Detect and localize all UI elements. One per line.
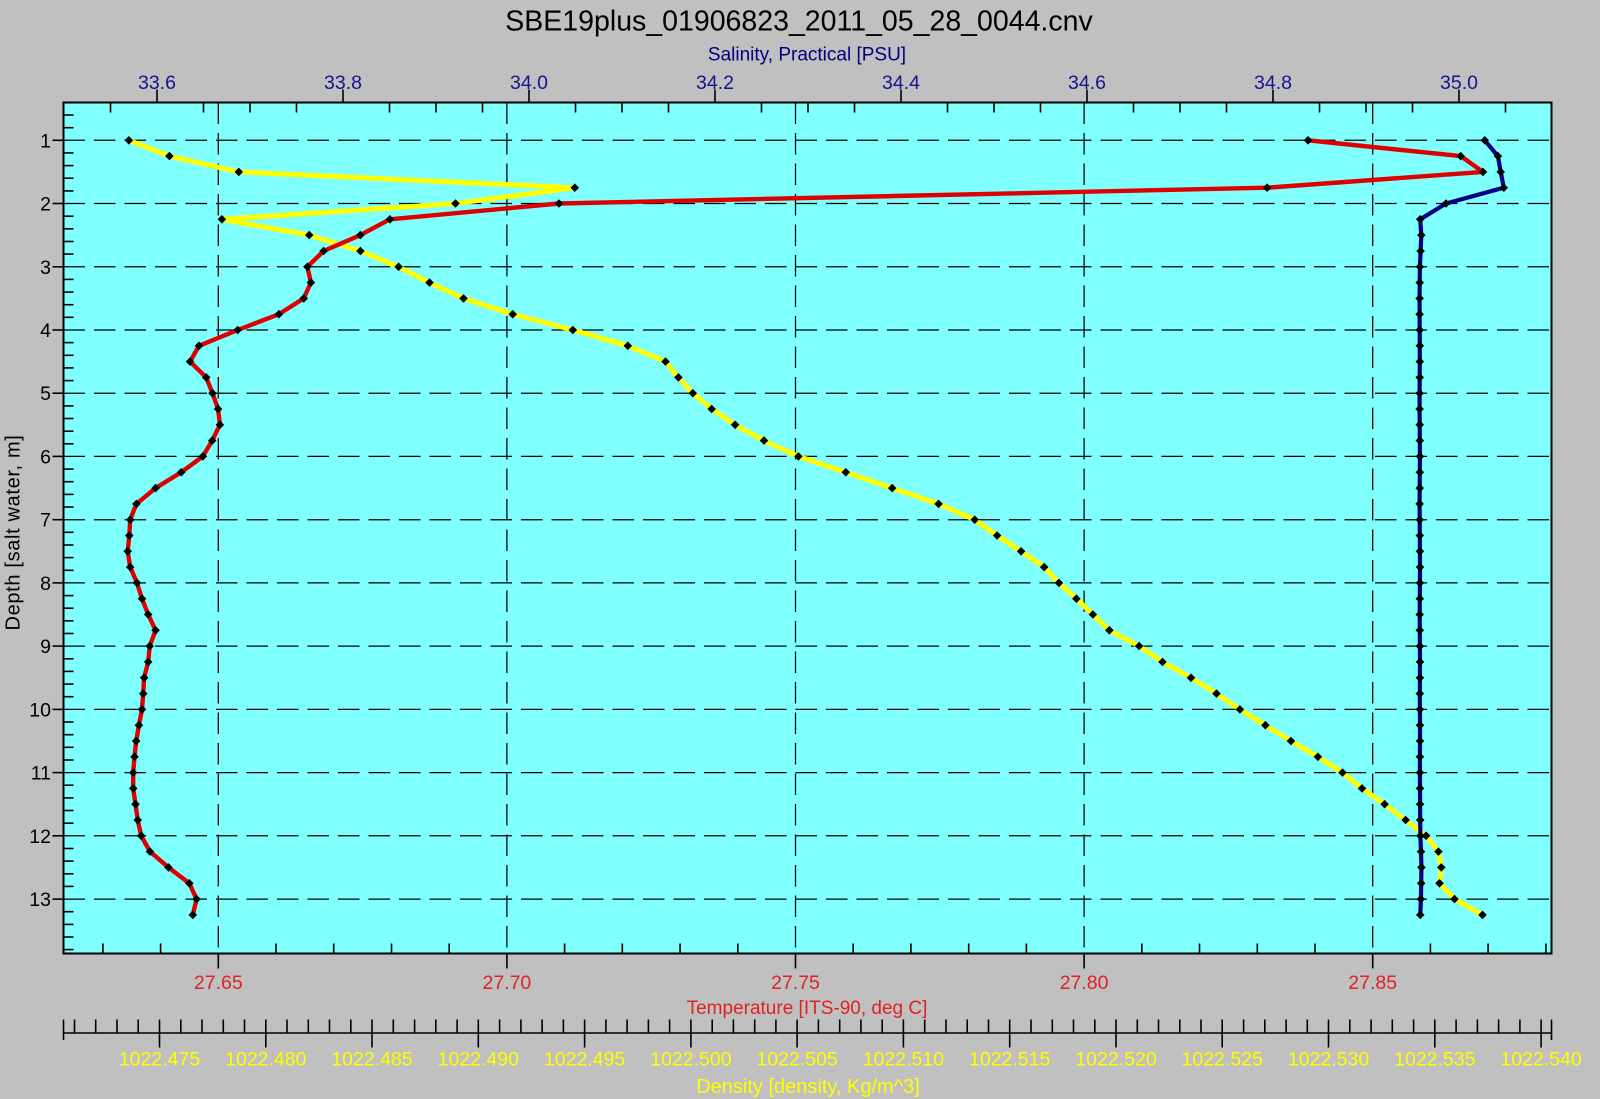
svg-text:34.4: 34.4 bbox=[882, 72, 920, 94]
svg-text:9: 9 bbox=[40, 636, 51, 658]
svg-text:27.65: 27.65 bbox=[194, 972, 243, 994]
svg-text:3: 3 bbox=[40, 257, 51, 279]
svg-text:35.0: 35.0 bbox=[1440, 72, 1478, 94]
svg-text:1022.500: 1022.500 bbox=[650, 1049, 731, 1071]
svg-text:27.80: 27.80 bbox=[1060, 972, 1109, 994]
svg-text:12: 12 bbox=[29, 826, 51, 848]
svg-text:33.6: 33.6 bbox=[138, 72, 176, 94]
svg-text:Depth [salt water, m]: Depth [salt water, m] bbox=[3, 435, 25, 631]
svg-text:7: 7 bbox=[40, 510, 51, 532]
svg-text:27.75: 27.75 bbox=[771, 972, 820, 994]
svg-text:33.8: 33.8 bbox=[324, 72, 362, 94]
svg-text:1022.525: 1022.525 bbox=[1182, 1049, 1263, 1071]
svg-text:4: 4 bbox=[40, 320, 51, 342]
svg-text:1022.490: 1022.490 bbox=[438, 1049, 519, 1071]
svg-text:6: 6 bbox=[40, 446, 51, 468]
svg-text:1022.495: 1022.495 bbox=[544, 1049, 625, 1071]
svg-text:10: 10 bbox=[29, 699, 51, 721]
svg-text:1022.485: 1022.485 bbox=[331, 1049, 412, 1071]
svg-text:1022.515: 1022.515 bbox=[969, 1049, 1050, 1071]
svg-text:Salinity, Practical [PSU]: Salinity, Practical [PSU] bbox=[708, 45, 906, 66]
svg-text:1: 1 bbox=[40, 130, 51, 152]
svg-text:34.2: 34.2 bbox=[696, 72, 734, 94]
svg-text:1022.530: 1022.530 bbox=[1288, 1049, 1369, 1071]
svg-text:2: 2 bbox=[40, 194, 51, 216]
svg-text:Temperature [ITS-90, deg C]: Temperature [ITS-90, deg C] bbox=[687, 998, 928, 1019]
svg-text:Density [density, Kg/m^3]: Density [density, Kg/m^3] bbox=[696, 1076, 920, 1098]
svg-text:34.8: 34.8 bbox=[1254, 72, 1292, 94]
svg-text:11: 11 bbox=[31, 763, 51, 785]
svg-text:5: 5 bbox=[40, 383, 51, 405]
svg-text:SBE19plus_01906823_2011_05_28_: SBE19plus_01906823_2011_05_28_0044.cnv bbox=[505, 6, 1093, 38]
svg-text:1022.480: 1022.480 bbox=[225, 1049, 306, 1071]
svg-text:8: 8 bbox=[40, 573, 51, 595]
svg-text:1022.475: 1022.475 bbox=[119, 1049, 200, 1071]
svg-text:34.6: 34.6 bbox=[1068, 72, 1106, 94]
svg-text:1022.505: 1022.505 bbox=[756, 1049, 837, 1071]
svg-text:1022.510: 1022.510 bbox=[863, 1049, 944, 1071]
svg-text:34.0: 34.0 bbox=[510, 72, 548, 94]
svg-text:1022.535: 1022.535 bbox=[1394, 1049, 1475, 1071]
svg-text:27.85: 27.85 bbox=[1348, 972, 1397, 994]
svg-text:1022.540: 1022.540 bbox=[1500, 1049, 1581, 1071]
svg-text:1022.520: 1022.520 bbox=[1075, 1049, 1156, 1071]
svg-text:13: 13 bbox=[29, 889, 51, 911]
svg-text:27.70: 27.70 bbox=[482, 972, 531, 994]
